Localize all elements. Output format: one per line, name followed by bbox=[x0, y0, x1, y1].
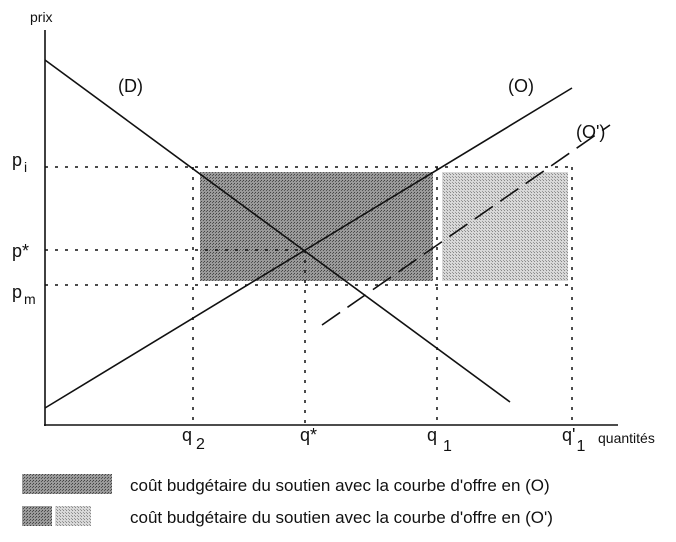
quantity-label: q'1 bbox=[562, 425, 585, 455]
legend-swatch bbox=[55, 506, 91, 526]
legend-swatch bbox=[22, 474, 112, 494]
legend-text: coût budgétaire du soutien avec la courb… bbox=[130, 476, 550, 495]
curve-label: (D) bbox=[118, 76, 143, 96]
legend-swatch bbox=[22, 506, 52, 526]
cost-area-o-prime bbox=[442, 172, 568, 281]
quantity-label: q* bbox=[300, 425, 317, 445]
x-axis-label: quantités bbox=[598, 430, 655, 446]
price-label: p* bbox=[12, 241, 29, 261]
curve-label: (O) bbox=[508, 76, 534, 96]
quantity-label: q1 bbox=[427, 425, 452, 455]
supply-curve bbox=[44, 87, 573, 409]
y-axis-label: prix bbox=[30, 9, 53, 25]
supply-alt-curve bbox=[321, 124, 611, 326]
demand-curve bbox=[44, 59, 511, 403]
legend-text: coût budgétaire du soutien avec la courb… bbox=[130, 508, 553, 527]
cost-area-o bbox=[200, 172, 433, 281]
curve-label: (O') bbox=[576, 122, 605, 142]
